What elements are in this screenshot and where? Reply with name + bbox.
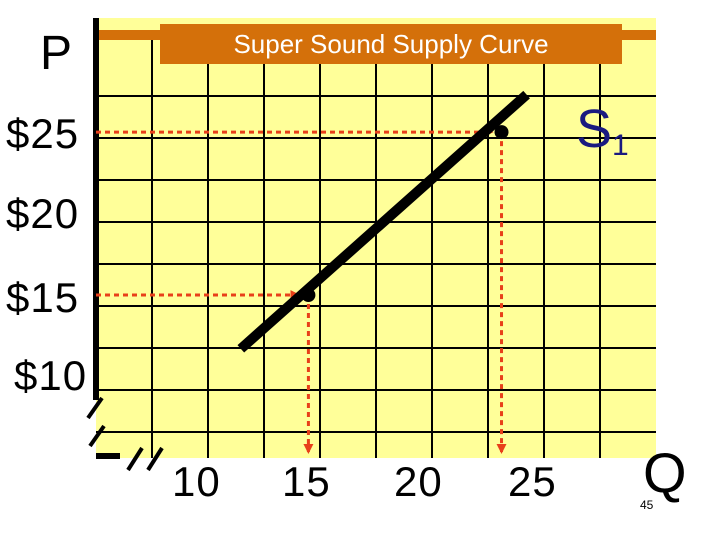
supply-point [301, 288, 316, 303]
x-tick-label: 15 [282, 458, 331, 505]
y-tick-label: $20 [6, 190, 80, 237]
chart-title: Super Sound Supply Curve [160, 24, 622, 64]
axis-break-x [126, 446, 144, 472]
y-tick-label: $15 [6, 274, 80, 321]
supply-series [237, 90, 530, 353]
supply-curve-letter: S [576, 99, 613, 159]
axis-break-y [86, 396, 104, 420]
y-tick-label: $10 [14, 352, 88, 399]
q-axis-label: Q [643, 441, 687, 504]
supply-curve-label: S1 [576, 98, 629, 163]
highlight-points [301, 125, 509, 303]
y-tick-label: $25 [6, 110, 80, 157]
supply-point [494, 125, 509, 140]
p-axis-label: P [40, 27, 73, 80]
axis-break-x2 [146, 446, 164, 472]
x-tick-label: 25 [508, 458, 557, 505]
supply-curve-line [237, 90, 530, 353]
axis-break-y2 [88, 424, 106, 448]
grid [96, 40, 656, 458]
axes [86, 18, 164, 472]
x-tick-label: 10 [172, 458, 221, 505]
slide-number: 45 [640, 498, 654, 512]
guide-lines [96, 127, 507, 454]
x-tick-label: 20 [394, 458, 443, 505]
supply-curve-subscript: 1 [612, 129, 629, 162]
